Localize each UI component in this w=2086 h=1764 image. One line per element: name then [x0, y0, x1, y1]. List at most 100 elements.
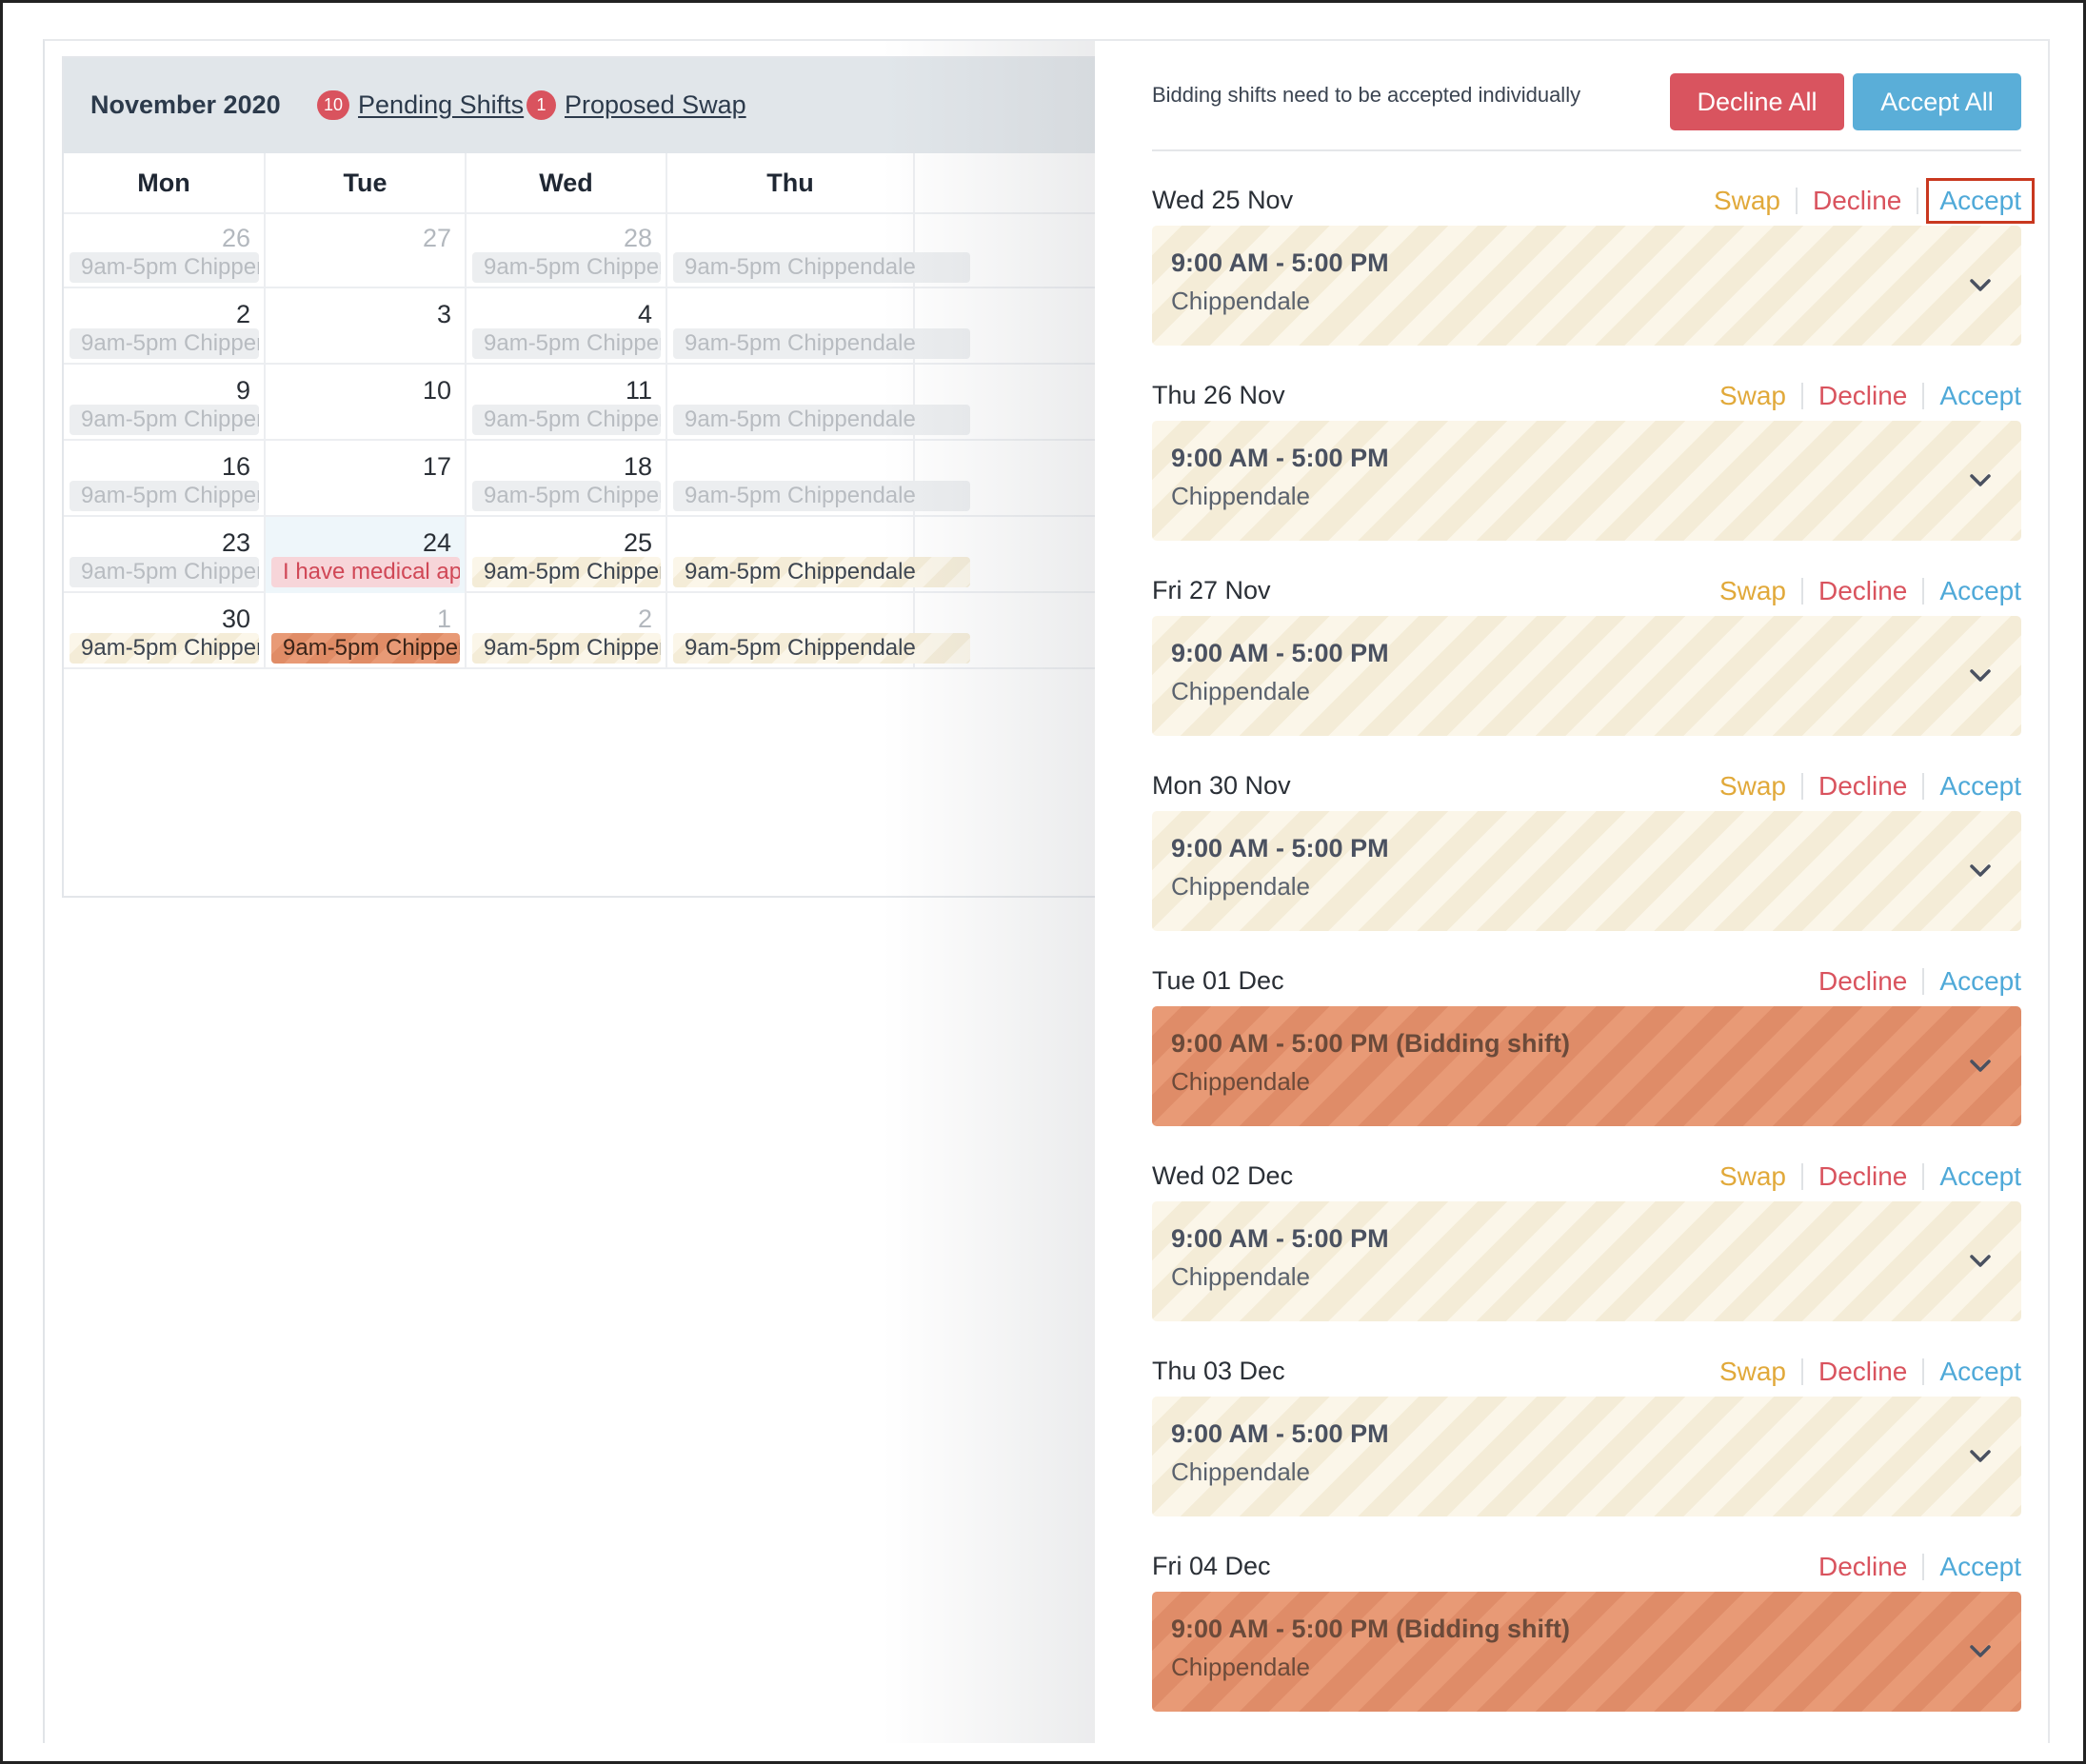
- shift-card[interactable]: 9:00 AM - 5:00 PM Chippendale: [1152, 1397, 2021, 1516]
- calendar-day-cell[interactable]: 9am-5pm Chippendale: [667, 288, 970, 365]
- shift-event[interactable]: 9am-5pm Chippendale: [673, 557, 970, 587]
- shift-event[interactable]: 9am-5pm Chippendale: [70, 481, 259, 511]
- calendar-day-cell[interactable]: 10: [266, 365, 467, 441]
- decline-button[interactable]: Decline: [1818, 771, 1908, 801]
- weekday-header: Tue: [266, 153, 467, 212]
- shift-event[interactable]: 9am-5pm Chippendale: [673, 328, 970, 359]
- shift-event[interactable]: 9am-5pm Chippendale: [472, 633, 661, 664]
- shift-time: 9:00 AM - 5:00 PM: [1171, 1224, 1389, 1253]
- proposed-swap-link[interactable]: 1 Proposed Swap: [526, 90, 746, 120]
- shift-card[interactable]: 9:00 AM - 5:00 PM Chippendale: [1152, 421, 2021, 541]
- shift-event[interactable]: 9am-5pm Chippendale: [673, 252, 970, 283]
- accept-all-button[interactable]: Accept All: [1853, 73, 2021, 130]
- shift-event[interactable]: 9am-5pm Chippendale: [472, 328, 661, 359]
- accept-button[interactable]: Accept: [1939, 576, 2021, 605]
- day-number: 23: [221, 528, 250, 557]
- shift-event[interactable]: 9am-5pm Chippendale: [472, 252, 661, 283]
- chevron-down-icon[interactable]: [1966, 1052, 1995, 1080]
- calendar-day-cell[interactable]: 9am-5pm Chippendale: [667, 517, 970, 593]
- accept-button[interactable]: Accept: [1939, 966, 2021, 996]
- shift-location: Chippendale: [1171, 482, 1311, 510]
- calendar-day-cell[interactable]: 3: [266, 288, 467, 365]
- shift-event[interactable]: I have medical appointment: [271, 557, 460, 587]
- decline-button[interactable]: Decline: [1818, 1161, 1908, 1191]
- shift-event[interactable]: 9am-5pm Chippendale: [70, 252, 259, 283]
- swap-button[interactable]: Swap: [1718, 381, 1786, 410]
- accept-button[interactable]: Accept: [1939, 771, 2021, 801]
- chevron-down-icon[interactable]: [1966, 1637, 1995, 1666]
- action-separator: [1801, 1163, 1803, 1190]
- accept-button[interactable]: Accept: [1939, 1357, 2021, 1386]
- accept-button[interactable]: Accept: [1939, 1552, 2021, 1581]
- swap-button[interactable]: Swap: [1718, 1357, 1786, 1386]
- decline-button[interactable]: Decline: [1813, 186, 1902, 215]
- action-separator: [1922, 1358, 1925, 1385]
- swap-button[interactable]: Swap: [1718, 576, 1786, 605]
- accept-button[interactable]: Accept: [1926, 178, 2035, 224]
- calendar-day-cell[interactable]: 9am-5pm Chippendale: [667, 441, 970, 517]
- swap-button[interactable]: Swap: [1713, 186, 1780, 215]
- calendar-day-cell[interactable]: 9am-5pm Chippendale: [667, 365, 970, 441]
- chevron-down-icon[interactable]: [1966, 662, 1995, 690]
- decline-button[interactable]: Decline: [1818, 1357, 1908, 1386]
- decline-button[interactable]: Decline: [1818, 576, 1908, 605]
- bidding-shift-card[interactable]: 9:00 AM - 5:00 PM (Bidding shift) Chippen…: [1152, 1592, 2021, 1712]
- calendar-day-cell[interactable]: 27: [266, 212, 467, 288]
- swap-button[interactable]: Swap: [1718, 1161, 1786, 1191]
- shift-event[interactable]: 9am-5pm Chippendale: [673, 405, 970, 435]
- shift-event[interactable]: 9am-5pm Chippendale: [472, 481, 661, 511]
- shift-event[interactable]: 9am-5pm Chippendale: [472, 557, 661, 587]
- shift-event[interactable]: 9am-5pm Chippendale: [472, 405, 661, 435]
- calendar-day-cell[interactable]: 24I have medical appointment: [266, 517, 467, 593]
- chevron-down-icon[interactable]: [1966, 1442, 1995, 1471]
- shift-event[interactable]: 9am-5pm Chippendale: [70, 633, 259, 664]
- shift-card[interactable]: 9:00 AM - 5:00 PM Chippendale: [1152, 1201, 2021, 1321]
- shift-event[interactable]: 9am-5pm Chippendale: [70, 328, 259, 359]
- shift-card[interactable]: 9:00 AM - 5:00 PM Chippendale: [1152, 811, 2021, 931]
- shift-card[interactable]: 9:00 AM - 5:00 PM Chippendale: [1152, 226, 2021, 346]
- action-separator: [1801, 773, 1803, 800]
- shift-event[interactable]: 9am-5pm Chippendale: [271, 633, 460, 664]
- panel-divider: [1152, 149, 2021, 151]
- chevron-down-icon[interactable]: [1966, 466, 1995, 495]
- day-number: 26: [221, 224, 250, 252]
- calendar-day-cell[interactable]: 9am-5pm Chippendale: [667, 212, 970, 288]
- decline-button[interactable]: Decline: [1818, 966, 1908, 996]
- shift-card[interactable]: 9:00 AM - 5:00 PM Chippendale: [1152, 616, 2021, 736]
- shift-event[interactable]: 9am-5pm Chippendale: [70, 557, 259, 587]
- decline-button[interactable]: Decline: [1818, 381, 1908, 410]
- bidding-shift-card[interactable]: 9:00 AM - 5:00 PM (Bidding shift) Chippen…: [1152, 1006, 2021, 1126]
- accept-button[interactable]: Accept: [1939, 381, 2021, 410]
- swap-button[interactable]: Swap: [1718, 771, 1786, 801]
- decline-all-button[interactable]: Decline All: [1670, 73, 1844, 130]
- calendar-day-cell[interactable]: 9am-5pm Chippendale: [667, 593, 970, 669]
- shift-event[interactable]: 9am-5pm Chippendale: [70, 405, 259, 435]
- pending-shifts-link[interactable]: 10 Pending Shifts: [317, 90, 524, 120]
- accept-button[interactable]: Accept: [1939, 1161, 2021, 1191]
- shift-location: Chippendale: [1171, 1653, 1311, 1681]
- shift-time: 9:00 AM - 5:00 PM (Bidding shift): [1171, 1029, 1571, 1058]
- calendar-day-cell[interactable]: 17: [266, 441, 467, 517]
- shift-event[interactable]: 9am-5pm Chippendale: [673, 481, 970, 511]
- action-separator: [1801, 578, 1803, 605]
- shift-time: 9:00 AM - 5:00 PM: [1171, 639, 1389, 667]
- decline-button[interactable]: Decline: [1818, 1552, 1908, 1581]
- chevron-down-icon[interactable]: [1966, 857, 1995, 885]
- chevron-down-icon[interactable]: [1966, 271, 1995, 300]
- shift-event[interactable]: 9am-5pm Chippendale: [673, 633, 970, 664]
- chevron-down-icon[interactable]: [1966, 1247, 1995, 1276]
